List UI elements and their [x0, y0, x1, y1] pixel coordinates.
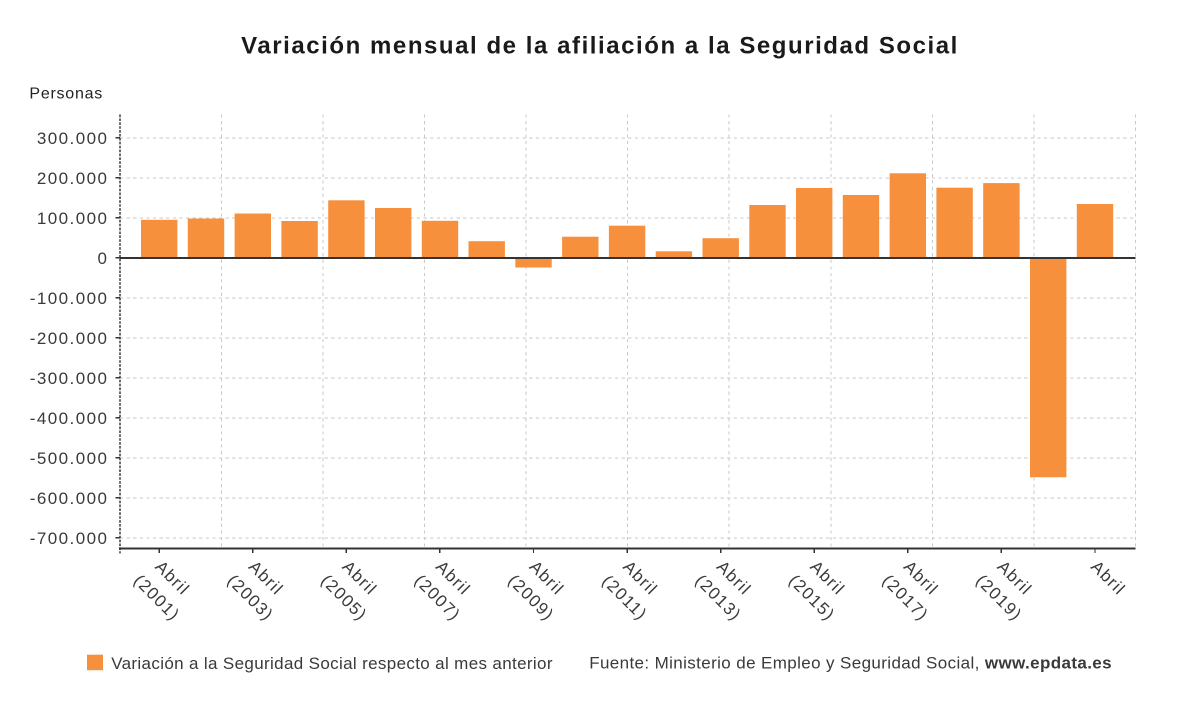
- svg-text:-600.000: -600.000: [30, 489, 109, 508]
- svg-text:-200.000: -200.000: [30, 329, 109, 348]
- svg-text:-700.000: -700.000: [30, 529, 109, 548]
- svg-text:100.000: 100.000: [37, 209, 109, 228]
- svg-text:-300.000: -300.000: [30, 369, 109, 388]
- svg-text:Personas: Personas: [29, 86, 103, 103]
- svg-text:-100.000: -100.000: [30, 289, 109, 308]
- svg-text:Variación a la Seguridad Socia: Variación a la Seguridad Social respecto…: [111, 654, 553, 673]
- svg-text:-500.000: -500.000: [30, 449, 109, 468]
- svg-text:Variación mensual de la afilia: Variación mensual de la afiliación a la …: [241, 33, 959, 60]
- svg-text:-400.000: -400.000: [30, 409, 109, 428]
- svg-text:300.000: 300.000: [37, 129, 109, 148]
- svg-text:Fuente: Ministerio de Empleo y: Fuente: Ministerio de Empleo y Seguridad…: [589, 654, 1112, 673]
- svg-text:0: 0: [98, 249, 109, 268]
- svg-text:200.000: 200.000: [37, 169, 109, 188]
